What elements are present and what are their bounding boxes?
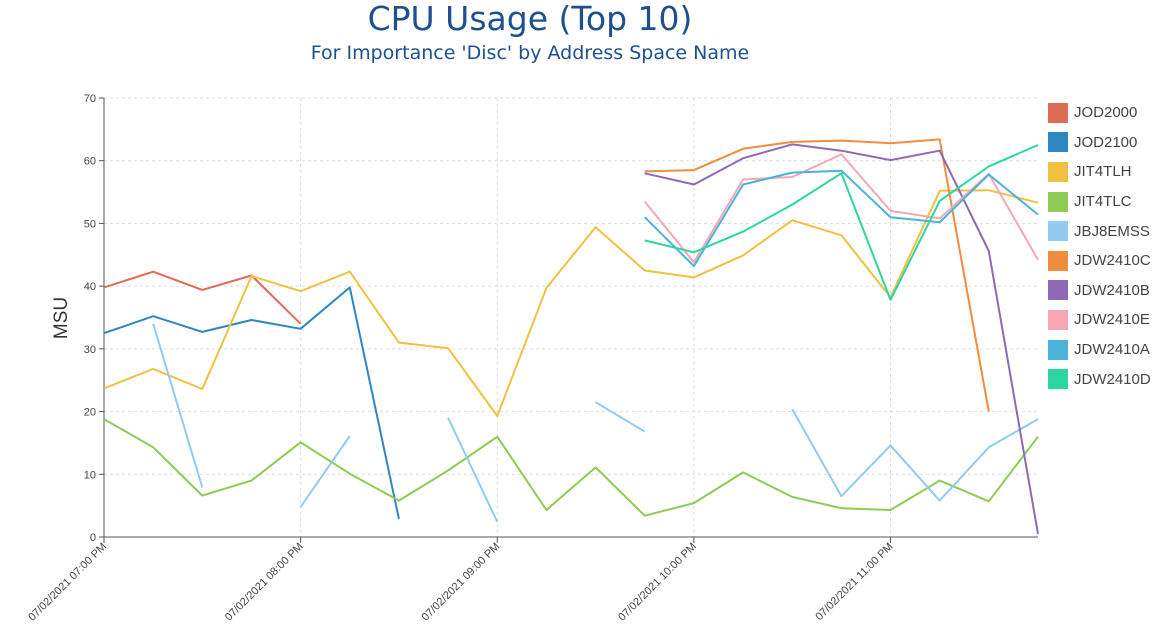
series-line-jdw2410e[interactable]: [643, 153, 1039, 264]
series-line-jod2000[interactable]: [103, 270, 302, 325]
legend-swatch: [1048, 369, 1068, 390]
legend-item-jit4tlc[interactable]: JIT4TLC: [1048, 187, 1151, 217]
legend-item-jdw2410c[interactable]: JDW2410C: [1048, 246, 1151, 276]
y-tick-label: 70: [84, 93, 96, 105]
x-tick-label: 07/02/2021 09:00 PM: [420, 541, 503, 624]
axes: 0 10 20 30 40 50 60 70 07/02/2021 07:00 PM 07/02/…: [26, 93, 1038, 624]
legend-item-jdw2410b[interactable]: JDW2410B: [1048, 276, 1151, 306]
legend-label: JOD2000: [1074, 104, 1138, 122]
y-axis-label: MSU: [51, 297, 72, 339]
y-tick-label: 10: [84, 469, 96, 481]
legend-item-jod2000[interactable]: JOD2000: [1048, 98, 1151, 128]
legend-swatch: [1048, 221, 1068, 242]
legend-swatch: [1048, 250, 1068, 271]
legend-item-jbj8emss[interactable]: JBJ8EMSS: [1048, 216, 1151, 246]
chart-subtitle: For Importance 'Disc' by Address Space N…: [310, 42, 750, 64]
y-tick-label: 40: [84, 281, 96, 293]
legend-label: JOD2100: [1074, 133, 1138, 151]
legend-label: JBJ8EMSS: [1074, 222, 1150, 240]
legend-swatch: [1048, 132, 1068, 153]
x-tick-label: 07/02/2021 10:00 PM: [616, 541, 699, 624]
legend-label: JDW2410E: [1074, 311, 1150, 329]
series-line-jod2100[interactable]: [103, 286, 400, 520]
grid-lines: [104, 97, 1038, 537]
x-tick-label: 07/02/2021 08:00 PM: [223, 541, 306, 624]
legend-item-jdw2410a[interactable]: JDW2410A: [1048, 335, 1151, 365]
legend-swatch: [1048, 102, 1068, 123]
chart-title: CPU Usage (Top 10): [367, 0, 693, 38]
legend-item-jdw2410e[interactable]: JDW2410E: [1048, 305, 1151, 335]
legend-label: JIT4TLH: [1074, 163, 1132, 181]
series-line-jdw2410c[interactable]: [644, 138, 990, 412]
legend-label: JDW2410C: [1074, 252, 1151, 270]
legend-item-jod2100[interactable]: JOD2100: [1048, 128, 1151, 158]
legend-swatch: [1048, 339, 1068, 360]
legend-swatch: [1048, 191, 1068, 212]
y-tick-label: 50: [84, 218, 96, 230]
legend-label: JDW2410D: [1074, 370, 1151, 388]
series-layer: [103, 138, 1039, 535]
series-line-jdw2410a[interactable]: [643, 169, 1039, 268]
legend-swatch: [1048, 280, 1068, 301]
series-line-jit4tlh[interactable]: [103, 189, 1039, 417]
legend-item-jdw2410d[interactable]: JDW2410D: [1048, 364, 1151, 394]
legend-label: JDW2410B: [1074, 281, 1150, 299]
y-tick-label: 0: [90, 532, 96, 544]
series-line-jdw2410d[interactable]: [644, 144, 1039, 301]
legend-label: JDW2410A: [1074, 341, 1150, 359]
x-tick-label: 07/02/2021 11:00 PM: [813, 541, 895, 623]
series-line-jbj8emss[interactable]: [152, 323, 1039, 523]
legend-swatch: [1048, 161, 1068, 182]
y-tick-label: 60: [84, 156, 96, 168]
y-tick-label: 30: [84, 344, 96, 356]
legend-label: JIT4TLC: [1074, 193, 1132, 211]
legend-item-jit4tlh[interactable]: JIT4TLH: [1048, 157, 1151, 187]
y-tick-label: 20: [84, 407, 96, 419]
legend-swatch: [1048, 309, 1068, 330]
x-tick-label: 07/02/2021 07:00 PM: [26, 541, 109, 624]
series-line-jdw2410b[interactable]: [644, 143, 1039, 535]
legend: JOD2000 JOD2100 JIT4TLH JIT4TLC JBJ8EMSS JDW2…: [1048, 98, 1151, 394]
series-line-jit4tlc[interactable]: [103, 418, 1039, 517]
